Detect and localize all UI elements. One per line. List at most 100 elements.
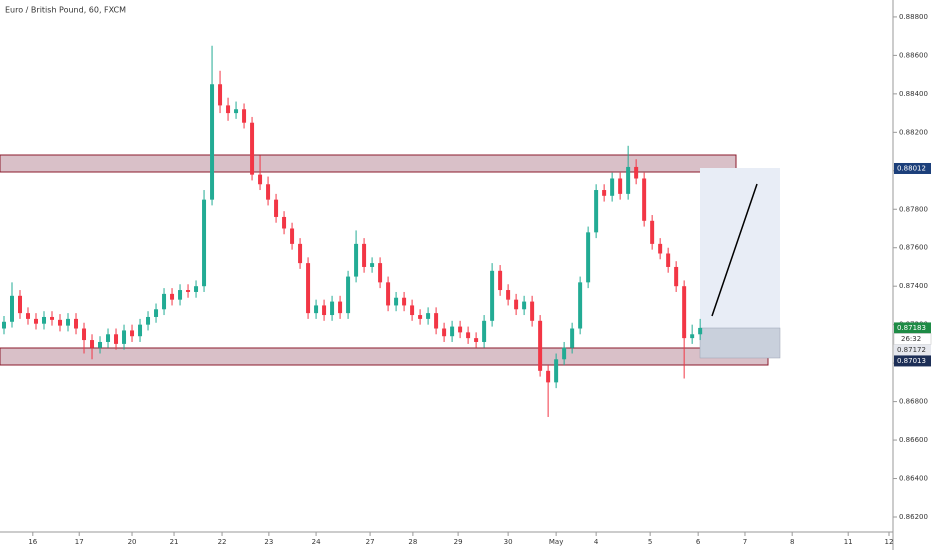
candle-body — [250, 122, 255, 175]
candle-body — [370, 263, 375, 267]
y-tick-label: 0.88800 — [899, 13, 928, 21]
candle-body — [178, 290, 183, 300]
candle-body — [18, 295, 23, 314]
candle-body — [2, 321, 7, 329]
y-tick-label: 0.87600 — [899, 244, 928, 252]
candle-body — [570, 328, 575, 348]
candle-body — [26, 313, 31, 319]
price-marker — [894, 162, 931, 174]
x-tick-label: 24 — [312, 538, 321, 546]
candle-body — [154, 309, 159, 317]
price-marker — [894, 355, 931, 367]
candle-body — [322, 305, 327, 316]
candle-body — [106, 334, 111, 342]
candle-body — [514, 299, 519, 310]
x-tick-label: 16 — [28, 538, 37, 546]
price-marker-label: 0.88012 — [897, 164, 926, 172]
candle-body — [562, 347, 567, 360]
candle-body — [426, 313, 431, 319]
x-tick-label: 29 — [454, 538, 463, 546]
candle-body — [690, 334, 695, 339]
candle-body — [554, 359, 559, 383]
candle-body — [450, 326, 455, 337]
x-tick-label: 22 — [218, 538, 227, 546]
candle-body — [650, 220, 655, 244]
candle-body — [442, 328, 447, 337]
candle-body — [234, 109, 239, 114]
y-tick-label: 0.86800 — [899, 398, 928, 406]
candle-body — [402, 297, 407, 306]
candle-body — [218, 84, 223, 106]
candle-body — [146, 316, 151, 325]
y-tick-label: 0.86600 — [899, 436, 928, 444]
candle-body — [122, 330, 127, 344]
candle-body — [42, 316, 47, 324]
candle-body — [290, 228, 295, 244]
candle-body — [594, 190, 599, 233]
candle-body — [642, 178, 647, 221]
candle-body — [74, 318, 79, 329]
candle-body — [522, 301, 527, 310]
price-marker-label: 0.87013 — [897, 357, 926, 365]
candle-body — [626, 166, 631, 194]
y-tick-label: 0.88200 — [899, 128, 928, 136]
y-tick-label: 0.86200 — [899, 513, 928, 521]
candle-body — [202, 199, 207, 287]
candle-body — [138, 324, 143, 337]
candle-body — [394, 297, 399, 306]
candle-body — [386, 282, 391, 306]
candle-body — [490, 270, 495, 321]
candle-body — [10, 295, 15, 322]
candle-body — [474, 338, 479, 342]
candle-body — [674, 266, 679, 287]
projection-line — [711, 183, 758, 317]
x-tick-label: 28 — [408, 538, 417, 546]
candle-body — [546, 370, 551, 383]
candle-body — [698, 327, 703, 335]
chart-title: Euro / British Pound, 60, FXCM — [5, 6, 126, 15]
x-tick-label: 8 — [790, 538, 794, 546]
candle-body — [98, 341, 103, 348]
x-tick-label: 17 — [75, 538, 84, 546]
countdown-label: 26:32 — [901, 335, 921, 343]
candle-body — [226, 105, 231, 114]
candle-body — [242, 109, 247, 123]
x-tick-label: 20 — [128, 538, 137, 546]
candle-body — [586, 232, 591, 283]
price-marker — [894, 344, 931, 356]
candle-body — [618, 178, 623, 194]
y-tick-label: 0.87800 — [899, 205, 928, 213]
x-tick-label: 30 — [504, 538, 513, 546]
y-tick-label: 0.87400 — [899, 282, 928, 290]
x-tick-label: 11 — [844, 538, 853, 546]
x-tick-label: 23 — [264, 538, 273, 546]
candle-body — [306, 263, 311, 314]
candle-body — [506, 290, 511, 300]
candle-body — [346, 276, 351, 314]
candle-body — [666, 253, 671, 267]
candle-body — [258, 174, 263, 185]
candle-body — [266, 184, 271, 200]
candle-body — [362, 243, 367, 267]
price-marker — [894, 322, 931, 334]
candle-body — [458, 326, 463, 333]
candle-body — [114, 334, 119, 344]
candle-body — [482, 320, 487, 342]
x-tick-label: 12 — [885, 538, 894, 546]
candle-body — [50, 316, 55, 320]
x-tick-label: 27 — [366, 538, 375, 546]
candle-body — [338, 301, 343, 314]
resistance-zone — [0, 154, 737, 173]
y-tick-label: 0.88400 — [899, 90, 928, 98]
candle-body — [466, 332, 471, 339]
candle-body — [274, 199, 279, 217]
stop-area — [699, 327, 781, 359]
candle-body — [498, 270, 503, 291]
candle-body — [378, 263, 383, 283]
candle-body — [82, 328, 87, 341]
price-marker-label: 0.87172 — [897, 346, 926, 354]
candle-body — [314, 305, 319, 314]
candle-body — [578, 282, 583, 329]
x-tick-label: 21 — [170, 538, 179, 546]
